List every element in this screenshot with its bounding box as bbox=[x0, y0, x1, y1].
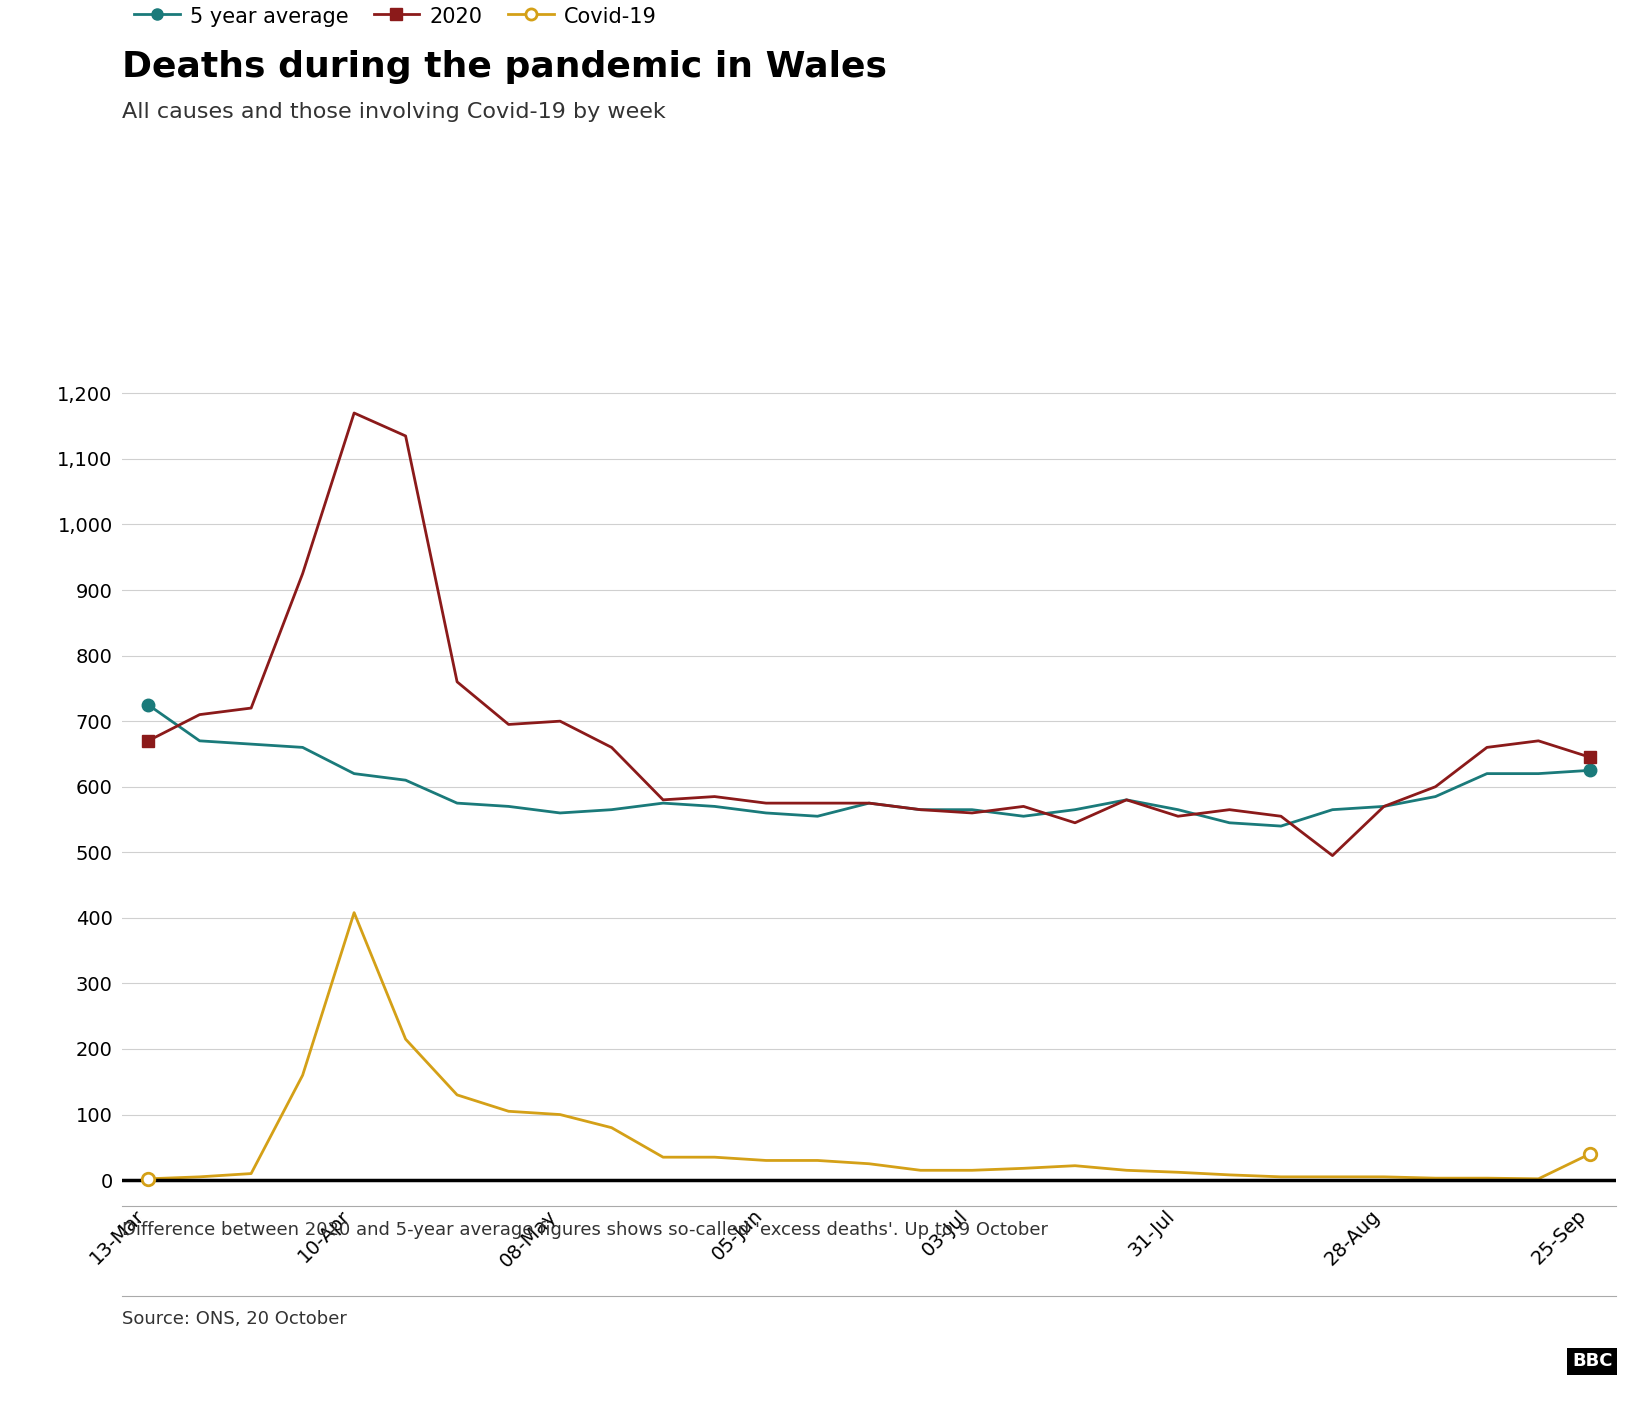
Text: Difference between 2020 and 5-year average figures shows so-called 'excess death: Difference between 2020 and 5-year avera… bbox=[122, 1221, 1048, 1239]
Text: All causes and those involving Covid-19 by week: All causes and those involving Covid-19 … bbox=[122, 102, 666, 122]
Text: BBC: BBC bbox=[1572, 1352, 1612, 1371]
Text: Source: ONS, 20 October: Source: ONS, 20 October bbox=[122, 1310, 348, 1328]
Text: Deaths during the pandemic in Wales: Deaths during the pandemic in Wales bbox=[122, 50, 888, 84]
Legend: 5 year average, 2020, Covid-19: 5 year average, 2020, Covid-19 bbox=[126, 0, 666, 35]
